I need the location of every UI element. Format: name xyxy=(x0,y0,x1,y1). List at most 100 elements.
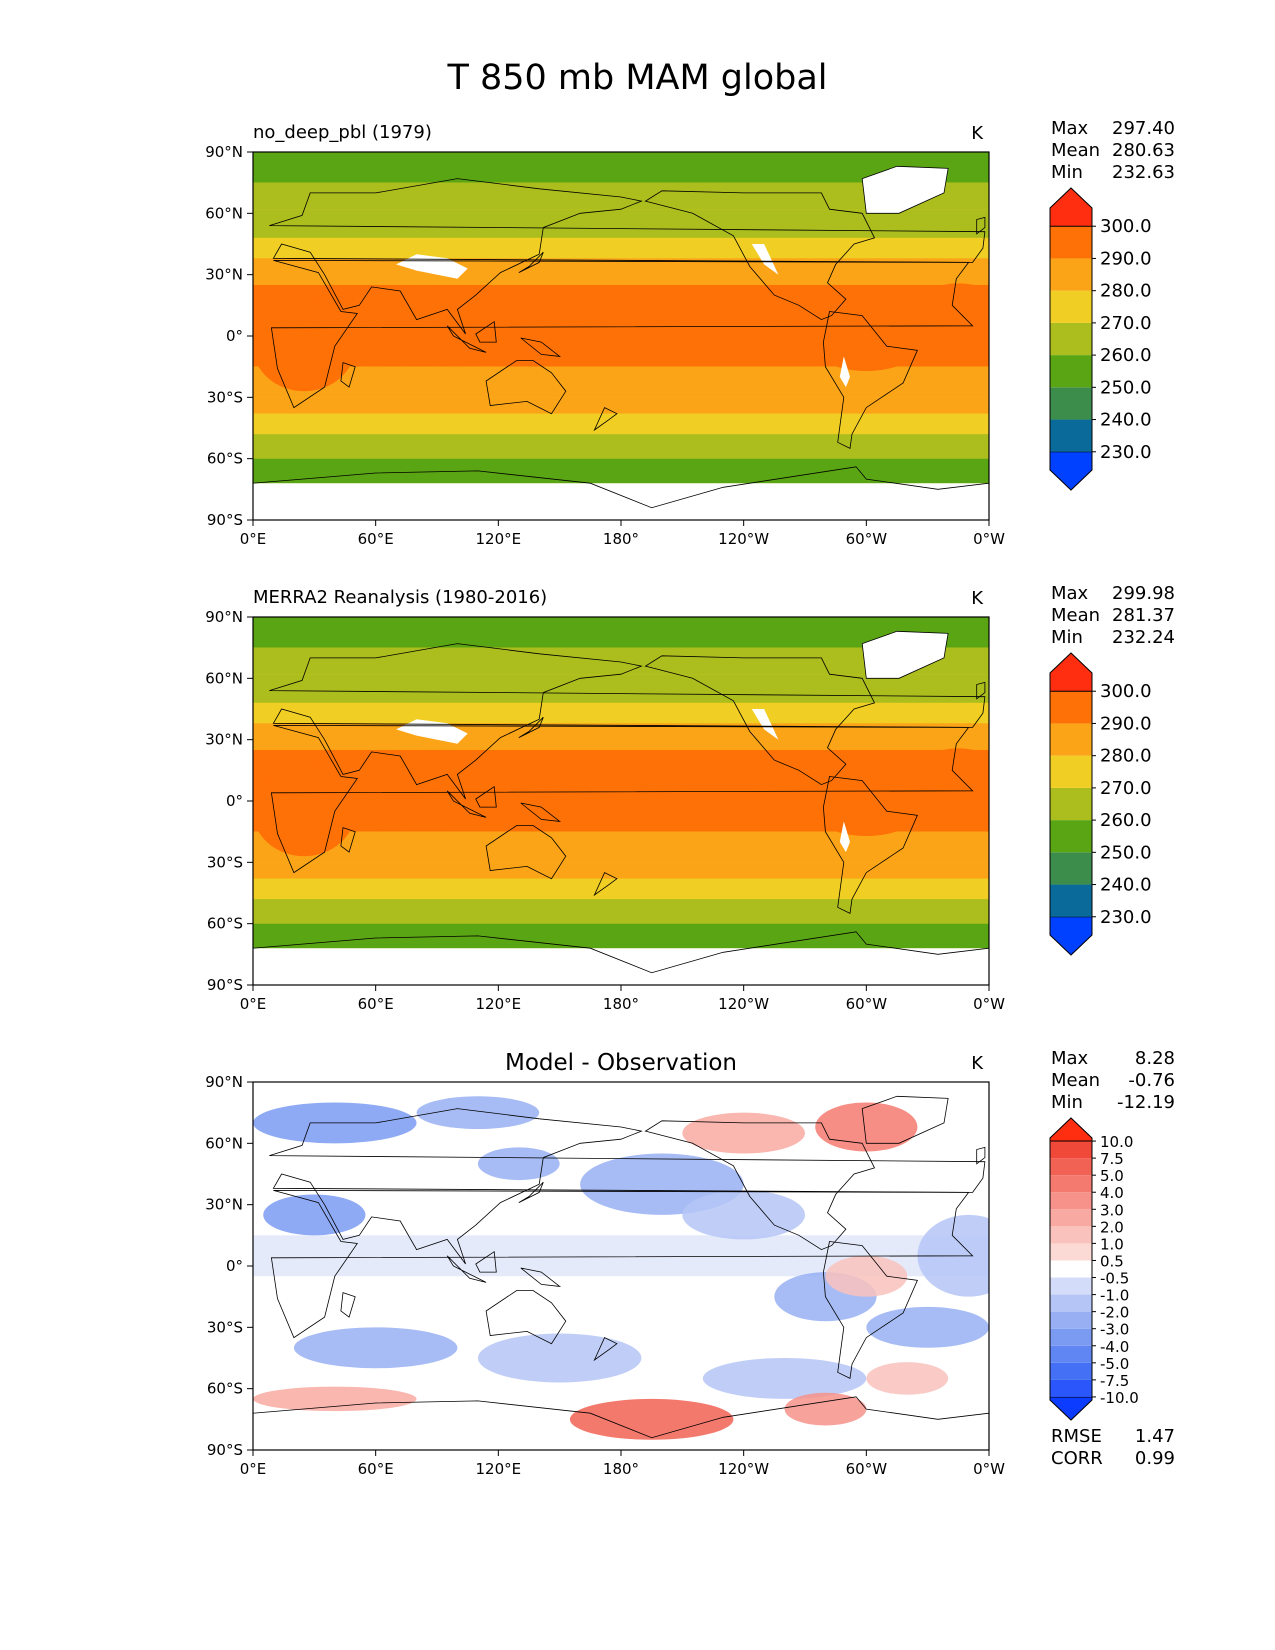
colorbar-segment xyxy=(1050,1243,1092,1261)
units-label: K xyxy=(971,1053,984,1074)
coastline xyxy=(269,178,986,335)
colorbar-extend-max xyxy=(1049,187,1093,227)
colorbar-tick-label: 280.0 xyxy=(1100,746,1152,767)
stat-value: 299.98 xyxy=(1112,583,1175,604)
missing-data-region xyxy=(839,821,850,853)
y-tick-label: 0° xyxy=(226,1257,243,1275)
y-tick-label: 30°S xyxy=(207,853,243,871)
colorbar-tick-label: -7.5 xyxy=(1100,1372,1129,1390)
y-tick-label: 60°N xyxy=(205,669,243,687)
coastline xyxy=(485,825,567,880)
x-tick-label: 0°E xyxy=(240,1460,267,1478)
coastline xyxy=(976,681,986,700)
warm-region xyxy=(253,301,356,392)
colorbar-segment xyxy=(1050,258,1092,291)
x-tick-label: 60°E xyxy=(358,995,394,1013)
warm-region xyxy=(917,283,989,328)
temperature-band xyxy=(253,434,989,459)
colorbar-tick-label: 300.0 xyxy=(1100,681,1152,702)
coastline xyxy=(485,1290,567,1345)
map-field xyxy=(253,617,989,985)
x-tick-label: 120°W xyxy=(718,995,769,1013)
stat-label: Min xyxy=(1051,162,1083,183)
coastline xyxy=(270,260,974,409)
temperature-band xyxy=(253,366,989,398)
temperature-band xyxy=(253,237,989,259)
x-tick-label: 180° xyxy=(603,995,639,1013)
x-tick-label: 60°W xyxy=(846,1460,888,1478)
coastline xyxy=(644,655,876,786)
anomaly-region xyxy=(682,1190,805,1240)
missing-data-region xyxy=(253,483,989,520)
colorbar-extend-max xyxy=(1049,1117,1093,1142)
temperature-band xyxy=(253,831,989,863)
temperature-band xyxy=(253,458,989,484)
x-tick-label: 120°E xyxy=(476,995,522,1013)
coastline xyxy=(446,325,487,353)
colorbar-segment xyxy=(1050,723,1092,756)
colorbar-tick-label: 2.0 xyxy=(1100,1218,1124,1236)
colorbar-tick-label: 270.0 xyxy=(1100,778,1152,799)
colorbar-tick-label: -1.0 xyxy=(1100,1287,1129,1305)
colorbar: 230.0 240.0 250.0 260.0 270.0 280.0 290.0 300.0 xyxy=(1049,652,1152,956)
colorbar-tick-label: -10.0 xyxy=(1100,1389,1139,1407)
coastline xyxy=(475,320,497,343)
x-tick-label: 120°E xyxy=(476,1460,522,1478)
colorbar-segment xyxy=(1050,1362,1092,1380)
coastline xyxy=(270,1190,974,1339)
colorbar-tick-label: 4.0 xyxy=(1100,1184,1124,1202)
coastline xyxy=(593,872,618,897)
coastline xyxy=(644,190,876,321)
coastline xyxy=(340,362,356,388)
y-tick-label: 60°S xyxy=(207,450,243,468)
temperature-band xyxy=(253,413,989,435)
colorbar-tick-label: 250.0 xyxy=(1100,842,1152,863)
stat-value: 8.28 xyxy=(1135,1048,1175,1069)
colorbar-tick-label: 290.0 xyxy=(1100,248,1152,269)
colorbar-segment xyxy=(1050,691,1092,724)
stat-label: Mean xyxy=(1051,140,1100,161)
colorbar-tick-label: 0.5 xyxy=(1100,1252,1124,1270)
temperature-band xyxy=(253,862,989,879)
footer-stat-label: CORR xyxy=(1051,1448,1103,1469)
stat-label: Max xyxy=(1051,118,1089,139)
y-tick-label: 0° xyxy=(226,792,243,810)
coastline xyxy=(822,311,918,450)
colorbar-segment xyxy=(1050,852,1092,885)
colorbar-tick-label: 240.0 xyxy=(1100,410,1152,431)
temperature-band xyxy=(253,878,989,900)
coastline xyxy=(475,785,497,808)
colorbar-segment xyxy=(1050,1277,1092,1295)
map-field xyxy=(253,1082,989,1450)
anomaly-region xyxy=(253,1386,417,1412)
colorbar-segment xyxy=(1050,1226,1092,1244)
colorbar-tick-label: -4.0 xyxy=(1100,1338,1129,1356)
colorbar-tick-label: 230.0 xyxy=(1100,442,1152,463)
coastline xyxy=(253,1396,989,1450)
x-tick-label: 0°E xyxy=(240,995,267,1013)
colorbar-segment xyxy=(1050,419,1092,452)
colorbar-tick-label: -5.0 xyxy=(1100,1355,1129,1373)
y-tick-label: 90°N xyxy=(205,143,243,161)
x-tick-label: 0°E xyxy=(240,530,267,548)
coastline xyxy=(520,337,562,357)
coastline xyxy=(861,165,949,214)
missing-data-region xyxy=(253,948,989,985)
missing-data-region xyxy=(751,244,779,275)
stat-value: 297.40 xyxy=(1112,118,1175,139)
coastline xyxy=(822,776,918,915)
temperature-band xyxy=(253,209,989,238)
x-tick-label: 180° xyxy=(603,1460,639,1478)
x-tick-label: 60°E xyxy=(358,1460,394,1478)
colorbar-segment xyxy=(1050,1311,1092,1329)
coastline xyxy=(822,1241,918,1380)
colorbar-segment xyxy=(1050,755,1092,788)
colorbar-segment xyxy=(1050,1175,1092,1193)
coastline xyxy=(593,1337,618,1362)
units-label: K xyxy=(971,588,984,609)
coastline xyxy=(861,1095,949,1144)
anomaly-region xyxy=(263,1194,366,1236)
temperature-band xyxy=(253,923,989,949)
warm-region xyxy=(805,301,928,371)
